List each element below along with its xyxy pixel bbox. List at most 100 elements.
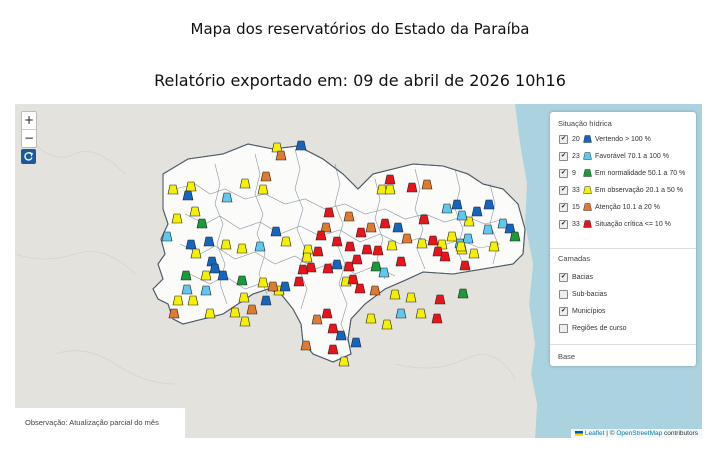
reservoir-marker[interactable] (275, 150, 287, 161)
reservoir-marker[interactable] (190, 248, 202, 259)
layer-item[interactable]: Regiões de curso (559, 323, 626, 333)
reservoir-marker[interactable] (229, 307, 241, 318)
legend-checkbox[interactable]: ✔ (559, 219, 568, 229)
reservoir-marker[interactable] (381, 319, 393, 330)
reservoir-marker[interactable] (315, 230, 327, 241)
reservoir-marker[interactable] (312, 246, 324, 257)
reservoir-marker[interactable] (196, 218, 208, 229)
reservoir-marker[interactable] (180, 270, 192, 281)
reservoir-marker[interactable] (327, 344, 339, 355)
layer-item[interactable]: ✔ Municípios (559, 306, 605, 316)
reservoir-marker[interactable] (482, 224, 494, 235)
reservoir-marker[interactable] (441, 203, 453, 214)
reservoir-marker[interactable] (406, 182, 418, 193)
reservoir-marker[interactable] (331, 259, 343, 270)
reservoir-marker[interactable] (322, 263, 334, 274)
reservoir-marker[interactable] (509, 231, 521, 242)
reservoir-marker[interactable] (416, 238, 428, 249)
reservoir-marker[interactable] (293, 276, 305, 287)
legend-item[interactable]: ✔ 15 Atenção 10.1 a 20 % (559, 202, 660, 212)
reservoir-marker[interactable] (378, 267, 390, 278)
reservoir-marker[interactable] (427, 235, 439, 246)
reservoir-marker[interactable] (295, 140, 307, 151)
reservoir-marker[interactable] (451, 199, 463, 210)
reservoir-marker[interactable] (370, 261, 382, 272)
reservoir-marker[interactable] (372, 245, 384, 256)
reservoir-marker[interactable] (239, 178, 251, 189)
reservoir-marker[interactable] (395, 308, 407, 319)
reservoir-marker[interactable] (257, 277, 269, 288)
reservoir-marker[interactable] (267, 281, 279, 292)
reservoir-marker[interactable] (446, 231, 458, 242)
reservoir-marker[interactable] (311, 314, 323, 325)
reservoir-marker[interactable] (369, 285, 381, 296)
reservoir-marker[interactable] (327, 323, 339, 334)
reservoir-marker[interactable] (257, 184, 269, 195)
reservoir-marker[interactable] (488, 241, 500, 252)
reservoir-marker[interactable] (301, 252, 313, 263)
reservoir-marker[interactable] (323, 207, 335, 218)
reservoir-marker[interactable] (389, 289, 401, 300)
reservoir-marker[interactable] (161, 231, 173, 242)
reservoir-marker[interactable] (379, 218, 391, 229)
layer-checkbox[interactable]: ✔ (559, 306, 568, 316)
reservoir-marker[interactable] (415, 308, 427, 319)
osm-link[interactable]: OpenStreetMap (616, 430, 663, 437)
reservoir-marker[interactable] (236, 243, 248, 254)
reservoir-marker[interactable] (185, 239, 197, 250)
legend-checkbox[interactable]: ✔ (559, 168, 568, 178)
reservoir-marker[interactable] (279, 281, 291, 292)
reservoir-marker[interactable] (365, 222, 377, 233)
reservoir-marker[interactable] (386, 240, 398, 251)
reservoir-marker[interactable] (209, 263, 221, 274)
reservoir-marker[interactable] (344, 241, 356, 252)
reservoir-marker[interactable] (405, 292, 417, 303)
reservoir-marker[interactable] (361, 244, 373, 255)
reservoir-marker[interactable] (221, 192, 233, 203)
reservoir-marker[interactable] (254, 241, 266, 252)
reservoir-marker[interactable] (238, 292, 250, 303)
reservoir-marker[interactable] (434, 294, 446, 305)
reservoir-marker[interactable] (384, 174, 396, 185)
legend-checkbox[interactable]: ✔ (559, 185, 568, 195)
reservoir-marker[interactable] (181, 284, 193, 295)
reservoir-marker[interactable] (203, 236, 215, 247)
legend-item[interactable]: ✔ 9 Em normalidade 50.1 a 70 % (559, 168, 685, 178)
reservoir-marker[interactable] (431, 313, 443, 324)
layer-item[interactable]: Sub-bacias (559, 289, 607, 299)
leaflet-link[interactable]: Leaflet (584, 430, 605, 437)
layer-item[interactable]: ✔ Bacias (559, 272, 593, 282)
zoom-in-button[interactable]: + (23, 113, 35, 127)
reservoir-marker[interactable] (351, 254, 363, 265)
reservoir-marker[interactable] (271, 142, 283, 153)
reservoir-marker[interactable] (347, 274, 359, 285)
reservoir-marker[interactable] (320, 222, 332, 233)
reservoir-marker[interactable] (459, 260, 471, 271)
reservoir-marker[interactable] (421, 179, 433, 190)
reservoir-marker[interactable] (182, 190, 194, 201)
reservoir-marker[interactable] (439, 251, 451, 262)
reservoir-marker[interactable] (350, 337, 362, 348)
legend-item[interactable]: ✔ 33 Em observação 20.1 a 50 % (559, 185, 683, 195)
reservoir-marker[interactable] (260, 295, 272, 306)
reservoir-marker[interactable] (462, 233, 474, 244)
legend-item[interactable]: ✔ 33 Situação crítica <= 10 % (559, 219, 671, 229)
reservoir-marker[interactable] (354, 283, 366, 294)
layer-checkbox[interactable] (559, 323, 568, 333)
reservoir-marker[interactable] (171, 213, 183, 224)
reservoir-marker[interactable] (204, 308, 216, 319)
reservoir-marker[interactable] (168, 308, 180, 319)
reservoir-marker[interactable] (401, 233, 413, 244)
reservoir-marker[interactable] (338, 356, 350, 367)
reservoir-marker[interactable] (200, 270, 212, 281)
legend-item[interactable]: ✔ 23 Favorável 70.1 a 100 % (559, 151, 669, 161)
layer-checkbox[interactable] (559, 289, 568, 299)
reservoir-markers[interactable] (161, 140, 521, 367)
legend-checkbox[interactable]: ✔ (559, 134, 568, 144)
zoom-out-button[interactable]: − (22, 129, 36, 145)
reservoir-marker[interactable] (343, 211, 355, 222)
reservoir-marker[interactable] (504, 223, 516, 234)
reservoir-marker[interactable] (189, 206, 201, 217)
legend-item[interactable]: ✔ 20 Vertendo > 100 % (559, 134, 651, 144)
reservoir-marker[interactable] (468, 248, 480, 259)
